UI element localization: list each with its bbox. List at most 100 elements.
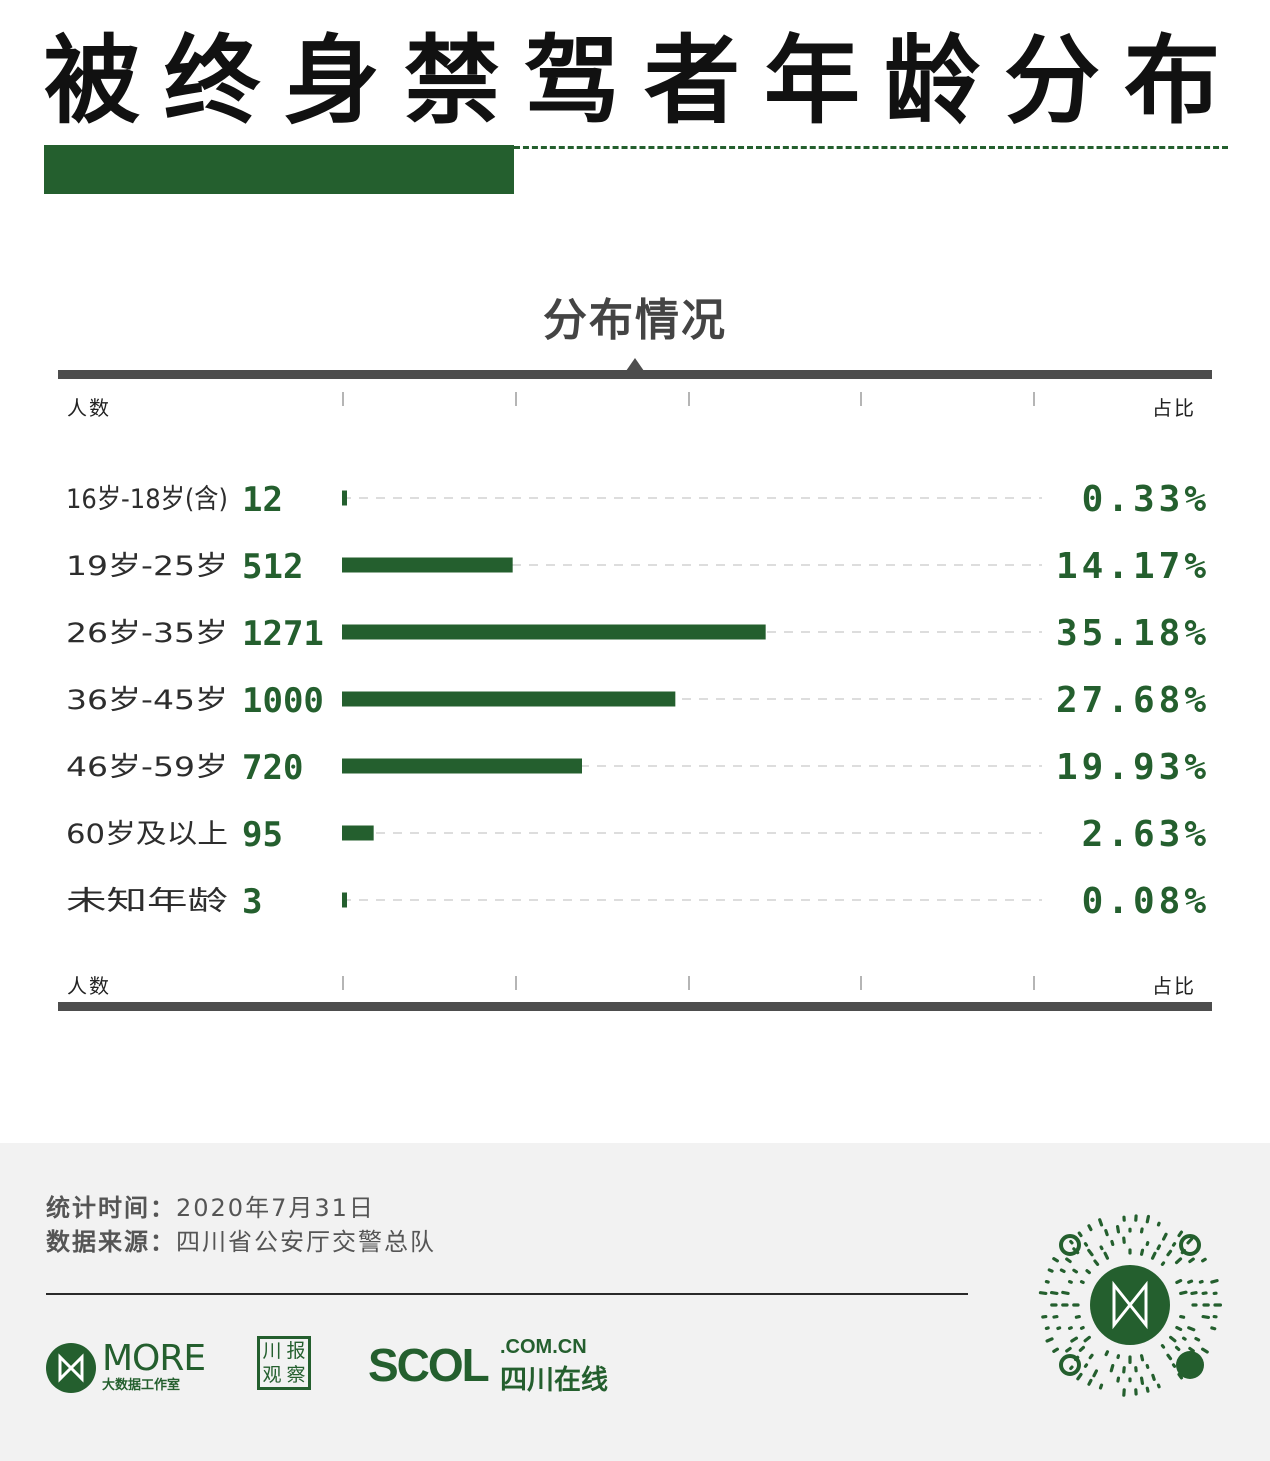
code-dot [1093, 1259, 1100, 1266]
bar [342, 691, 676, 707]
bar-chart: 16岁-18岁(含) 12 0.33% 19岁-25岁 512 14.17% 26岁-35岁… [66, 479, 1210, 922]
code-dot [1201, 1314, 1211, 1320]
code-dot [1145, 1214, 1150, 1224]
code-dot [1067, 1279, 1073, 1284]
bar [342, 758, 582, 774]
code-dot [1056, 1326, 1062, 1331]
code-dot [1065, 1346, 1072, 1353]
code-dot [1179, 1290, 1188, 1296]
value-label: 1271 [242, 614, 324, 654]
axis-tick [342, 392, 344, 406]
scol-logo-domain: .COM.CN [500, 1336, 587, 1358]
code-dot [1045, 1337, 1054, 1343]
code-dot [1085, 1269, 1091, 1275]
percent-label: 27.68% [1056, 680, 1210, 721]
category-label: 未知年龄 [66, 886, 228, 917]
code-dot [1186, 1237, 1194, 1245]
mini-program-code-icon [1038, 1214, 1222, 1397]
code-dot [1067, 1326, 1073, 1331]
code-dot [1139, 1376, 1145, 1386]
percent-label: 19.93% [1056, 747, 1210, 788]
code-dot [1109, 1363, 1115, 1373]
code-dot [1150, 1251, 1157, 1260]
code-dot [1156, 1244, 1162, 1251]
axis-tick [860, 392, 862, 406]
code-dot [1177, 1372, 1184, 1380]
code-dot [1104, 1350, 1110, 1357]
code-finder [1059, 1234, 1081, 1256]
percent-label: 0.33% [1082, 479, 1210, 520]
bar [342, 490, 347, 506]
axis-tick [1033, 976, 1035, 990]
code-dot [1177, 1230, 1184, 1238]
code-dot [1190, 1291, 1198, 1296]
code-dot [1210, 1326, 1217, 1331]
stat-time-label: 统计时间： [46, 1194, 176, 1222]
code-dot [1076, 1372, 1083, 1381]
value-label: 512 [242, 547, 303, 587]
code-dot [1104, 1229, 1109, 1237]
code-dot [1079, 1325, 1085, 1330]
code-dot [1065, 1257, 1072, 1264]
value-label: 720 [242, 748, 303, 788]
code-dot [1069, 1365, 1074, 1371]
code-dot [1161, 1232, 1168, 1241]
code-dot [1160, 1261, 1166, 1266]
code-dot [1098, 1218, 1104, 1227]
code-center-mark [1112, 1280, 1148, 1330]
code-dot [1151, 1373, 1156, 1381]
axis-tick [860, 976, 862, 990]
percent-label: 14.17% [1056, 546, 1210, 587]
chart-title-pointer [626, 358, 644, 371]
code-dot [1092, 1369, 1099, 1378]
code-dot [1174, 1257, 1183, 1265]
source-row: 数据来源：四川省公安厅交警总队 [46, 1222, 436, 1257]
category-label: 60岁及以上 [66, 819, 228, 850]
code-dot [1083, 1242, 1089, 1247]
code-dot [1087, 1248, 1094, 1257]
stat-time-value: 2020年7月31日 [176, 1194, 375, 1222]
code-dot [1171, 1242, 1177, 1247]
scol-logo-cn: 四川在线 [500, 1365, 608, 1396]
bar [342, 557, 513, 573]
code-badge [1176, 1351, 1204, 1379]
code-dot [1174, 1345, 1181, 1352]
code-dot [1175, 1279, 1183, 1285]
code-dot [1194, 1336, 1201, 1342]
more-logo-mark-icon [46, 1343, 96, 1393]
code-dot [1077, 1231, 1083, 1238]
code-dot [1088, 1353, 1094, 1360]
code-dot [1201, 1257, 1207, 1263]
code-dot [1052, 1257, 1059, 1263]
code-dot [1052, 1347, 1059, 1353]
scol-logo-word: SCOL [368, 1339, 490, 1391]
code-dot [1187, 1326, 1196, 1332]
code-dot [1188, 1257, 1195, 1264]
percent-label: 0.08% [1082, 881, 1210, 922]
code-dot [1079, 1280, 1085, 1285]
bar [342, 892, 347, 908]
axis-tick [688, 392, 690, 406]
code-dot [1169, 1335, 1177, 1343]
code-dot [1103, 1251, 1110, 1260]
code-dot [1160, 1344, 1166, 1349]
code-dot [1074, 1314, 1081, 1319]
title-dashed-rule [514, 146, 1228, 149]
chuanbao-logo: 川报 观察 [257, 1336, 311, 1390]
more-logo-word: MORE [102, 1338, 206, 1379]
code-dot [1047, 1268, 1054, 1273]
code-dot [1099, 1245, 1104, 1251]
mini-program-code[interactable] [1030, 1205, 1230, 1405]
code-dot [1070, 1336, 1079, 1343]
value-label: 95 [242, 815, 283, 855]
code-dot [1171, 1363, 1177, 1368]
value-label: 1000 [242, 681, 324, 721]
value-label: 3 [242, 882, 262, 922]
code-dot [1210, 1279, 1219, 1284]
bottom-right-axis-label: 占比 [1152, 974, 1196, 998]
top-left-axis-label: 人数 [67, 396, 111, 420]
code-dot [1175, 1325, 1183, 1331]
code-dot [1198, 1279, 1204, 1284]
more-logo: MORE 大数据工作室 [46, 1338, 216, 1396]
code-finder [1059, 1354, 1081, 1376]
